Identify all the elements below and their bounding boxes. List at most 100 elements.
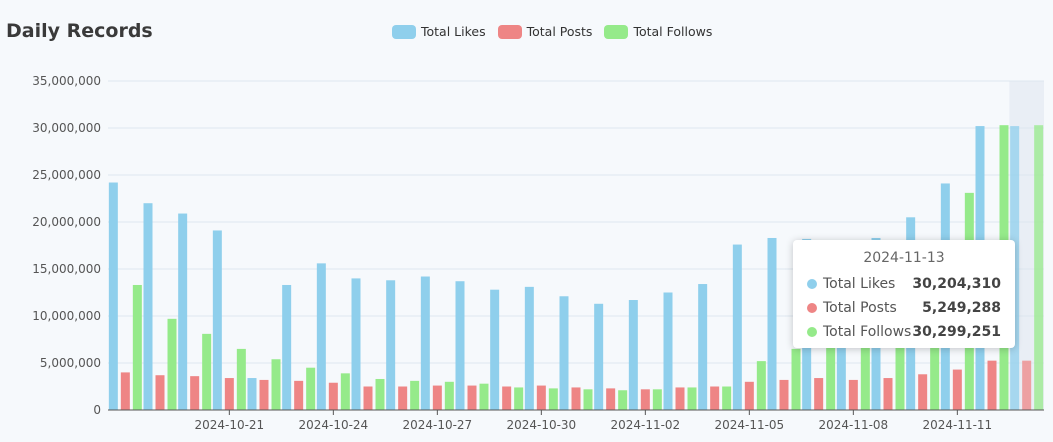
x-tick-label: 2024-10-21 bbox=[194, 418, 264, 432]
bar-total-likes bbox=[282, 284, 292, 410]
bar-total-likes bbox=[732, 244, 742, 410]
bar-total-likes bbox=[767, 237, 777, 410]
bar-total-posts bbox=[536, 385, 546, 410]
bar-total-follows bbox=[271, 359, 281, 410]
tooltip-row-likes: Total Likes 30,204,310 bbox=[807, 276, 1001, 292]
bar-total-posts bbox=[848, 379, 858, 410]
bar-total-likes bbox=[212, 230, 222, 410]
bar-total-follows bbox=[479, 383, 489, 410]
legend-item-follows[interactable]: Total Follows bbox=[604, 24, 712, 39]
bar-total-likes bbox=[143, 203, 153, 410]
legend-item-posts[interactable]: Total Posts bbox=[497, 24, 593, 39]
legend-swatch-follows bbox=[604, 24, 629, 39]
bar-total-posts bbox=[675, 387, 685, 410]
x-tick-label: 2024-10-24 bbox=[298, 418, 368, 432]
bar-total-posts bbox=[814, 378, 824, 410]
bar-total-likes bbox=[316, 263, 326, 410]
bar-total-posts bbox=[952, 369, 962, 410]
bar-total-follows bbox=[340, 373, 350, 410]
bar-total-follows bbox=[930, 301, 940, 410]
bar-total-likes bbox=[420, 276, 430, 410]
bar-total-follows bbox=[514, 387, 524, 410]
y-tick-label: 15,000,000 bbox=[32, 262, 101, 276]
x-tick-label: 2024-11-02 bbox=[610, 418, 680, 432]
bar-total-posts bbox=[571, 387, 581, 410]
bar-total-likes bbox=[559, 296, 569, 410]
y-tick-label: 25,000,000 bbox=[32, 168, 101, 182]
y-tick-label: 5,000,000 bbox=[40, 356, 101, 370]
bar-total-posts bbox=[432, 385, 442, 410]
x-tick-label: 2024-11-11 bbox=[922, 418, 992, 432]
bar-total-likes bbox=[490, 289, 500, 410]
bar-total-follows bbox=[132, 284, 142, 410]
bar-total-follows bbox=[860, 325, 870, 410]
bar-total-likes bbox=[698, 284, 708, 410]
bar-total-follows bbox=[583, 389, 593, 410]
bar-total-follows bbox=[687, 387, 697, 410]
bar-total-likes bbox=[594, 303, 604, 410]
legend-label-posts: Total Posts bbox=[526, 24, 593, 39]
bar-total-follows bbox=[1034, 125, 1044, 410]
tooltip-row-follows: Total Follows 30,299,251 bbox=[807, 324, 1001, 340]
bar-total-follows bbox=[756, 361, 766, 410]
x-tick-label: 2024-11-08 bbox=[818, 418, 888, 432]
tooltip-row-posts: Total Posts 5,249,288 bbox=[807, 300, 1001, 316]
legend: Total Likes Total Posts Total Follows bbox=[392, 24, 712, 39]
tooltip-title: 2024-11-13 bbox=[863, 250, 945, 266]
bar-total-posts bbox=[1022, 360, 1032, 410]
bar-total-likes bbox=[386, 280, 396, 410]
y-tick-label: 20,000,000 bbox=[32, 215, 101, 229]
bar-total-posts bbox=[328, 382, 338, 410]
bar-total-likes bbox=[178, 213, 188, 410]
bar-total-posts bbox=[779, 379, 789, 410]
bar-total-posts bbox=[918, 374, 928, 410]
bar-total-likes bbox=[247, 378, 257, 410]
y-tick-label: 30,000,000 bbox=[32, 121, 101, 135]
bar-total-likes bbox=[628, 300, 638, 410]
bar-total-posts bbox=[224, 378, 234, 410]
bar-total-follows bbox=[306, 367, 316, 410]
legend-label-likes: Total Likes bbox=[421, 24, 486, 39]
bar-total-posts bbox=[155, 375, 165, 410]
tooltip-value-posts: 5,249,288 bbox=[922, 300, 1001, 316]
tooltip-dot-follows bbox=[807, 327, 817, 337]
bar-total-follows bbox=[202, 333, 212, 410]
bar-total-posts bbox=[120, 372, 130, 410]
bar-total-follows bbox=[548, 388, 558, 410]
tooltip-name-follows: Total Follows bbox=[823, 324, 912, 340]
bar-total-likes bbox=[351, 278, 361, 410]
bar-total-likes bbox=[108, 182, 118, 410]
bar-total-posts bbox=[467, 385, 477, 410]
bar-total-posts bbox=[502, 386, 512, 410]
bar-total-follows bbox=[167, 318, 177, 410]
bar-total-likes bbox=[663, 292, 673, 410]
y-tick-label: 0 bbox=[93, 403, 101, 417]
bar-total-follows bbox=[791, 348, 801, 410]
bar-total-follows bbox=[826, 336, 836, 410]
tooltip-dot-likes bbox=[807, 279, 817, 289]
x-tick-label: 2024-10-27 bbox=[402, 418, 472, 432]
bar-total-follows bbox=[722, 386, 732, 410]
tooltip-value-likes: 30,204,310 bbox=[912, 276, 1001, 292]
tooltip-dot-posts bbox=[807, 303, 817, 313]
bar-total-likes bbox=[455, 281, 465, 410]
bar-total-posts bbox=[398, 386, 408, 410]
bar-total-posts bbox=[259, 379, 269, 410]
legend-swatch-posts bbox=[497, 24, 522, 39]
tooltip-value-follows: 30,299,251 bbox=[912, 324, 1001, 340]
bar-total-follows bbox=[375, 378, 385, 410]
legend-label-follows: Total Follows bbox=[633, 24, 713, 39]
legend-item-likes[interactable]: Total Likes bbox=[392, 24, 486, 39]
bar-total-posts bbox=[744, 381, 754, 410]
chart-title: Daily Records bbox=[6, 20, 153, 42]
bar-total-posts bbox=[883, 378, 893, 410]
tooltip-name-likes: Total Likes bbox=[823, 276, 896, 292]
bar-total-follows bbox=[652, 389, 662, 410]
bar-total-posts bbox=[640, 389, 650, 410]
bar-total-follows bbox=[236, 348, 246, 410]
x-tick-label: 2024-10-30 bbox=[506, 418, 576, 432]
bar-total-follows bbox=[618, 390, 628, 410]
bar-total-posts bbox=[606, 388, 616, 410]
